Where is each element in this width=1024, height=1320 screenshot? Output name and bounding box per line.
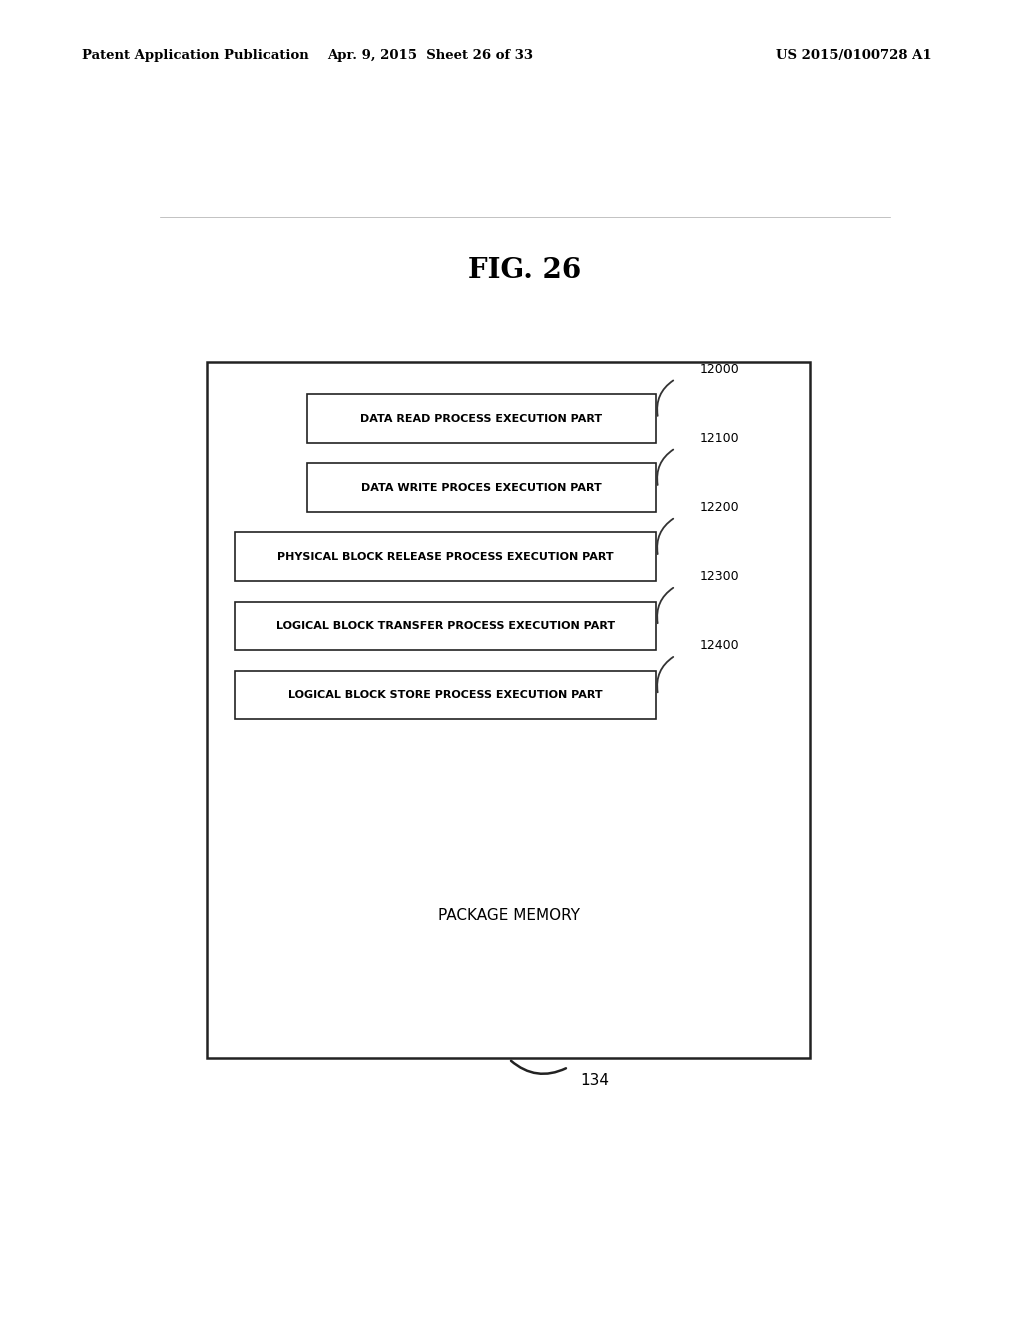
Bar	[236, 602, 655, 651]
Text: 12400: 12400	[699, 639, 739, 652]
Text: PACKAGE MEMORY: PACKAGE MEMORY	[438, 908, 580, 923]
Text: LOGICAL BLOCK STORE PROCESS EXECUTION PART: LOGICAL BLOCK STORE PROCESS EXECUTION PA…	[288, 690, 603, 700]
Text: FIG. 26: FIG. 26	[468, 256, 582, 284]
Text: 12300: 12300	[699, 570, 739, 583]
Text: 12000: 12000	[699, 363, 739, 376]
Text: PHYSICAL BLOCK RELEASE PROCESS EXECUTION PART: PHYSICAL BLOCK RELEASE PROCESS EXECUTION…	[278, 552, 613, 562]
Bar	[306, 395, 655, 444]
Text: 12200: 12200	[699, 502, 739, 515]
Bar	[207, 362, 811, 1057]
Text: DATA WRITE PROCES EXECUTION PART: DATA WRITE PROCES EXECUTION PART	[360, 483, 601, 492]
Text: US 2015/0100728 A1: US 2015/0100728 A1	[776, 49, 932, 62]
Text: 134: 134	[581, 1073, 609, 1088]
Text: LOGICAL BLOCK TRANSFER PROCESS EXECUTION PART: LOGICAL BLOCK TRANSFER PROCESS EXECUTION…	[275, 620, 615, 631]
Text: Patent Application Publication: Patent Application Publication	[82, 49, 308, 62]
Bar	[236, 532, 655, 581]
Text: Apr. 9, 2015  Sheet 26 of 33: Apr. 9, 2015 Sheet 26 of 33	[327, 49, 534, 62]
Bar	[236, 671, 655, 719]
Text: 12100: 12100	[699, 432, 739, 445]
Bar	[306, 463, 655, 512]
Text: DATA READ PROCESS EXECUTION PART: DATA READ PROCESS EXECUTION PART	[360, 413, 602, 424]
